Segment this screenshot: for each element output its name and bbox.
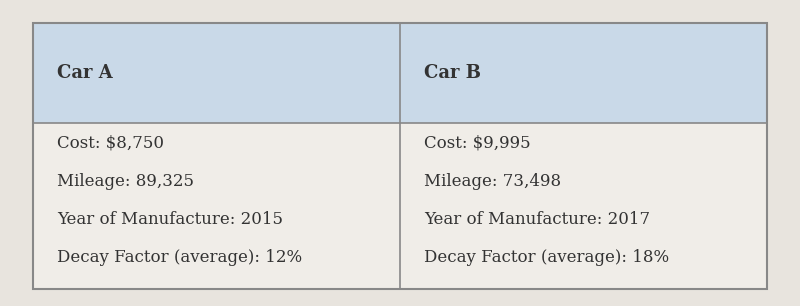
Bar xyxy=(400,23,766,123)
Text: Decay Factor (average): 12%: Decay Factor (average): 12% xyxy=(57,248,302,266)
Text: Cost: $8,750: Cost: $8,750 xyxy=(57,135,164,152)
Bar xyxy=(34,23,766,289)
Bar xyxy=(400,123,766,289)
Text: Car B: Car B xyxy=(424,64,481,82)
Text: Decay Factor (average): 18%: Decay Factor (average): 18% xyxy=(424,248,669,266)
Text: Cost: $9,995: Cost: $9,995 xyxy=(424,135,530,152)
Text: Car A: Car A xyxy=(57,64,113,82)
Text: Year of Manufacture: 2015: Year of Manufacture: 2015 xyxy=(57,211,283,228)
Text: Mileage: 73,498: Mileage: 73,498 xyxy=(424,173,561,190)
Bar xyxy=(34,123,400,289)
Text: Mileage: 89,325: Mileage: 89,325 xyxy=(57,173,194,190)
Bar xyxy=(34,23,400,123)
Text: Year of Manufacture: 2017: Year of Manufacture: 2017 xyxy=(424,211,650,228)
